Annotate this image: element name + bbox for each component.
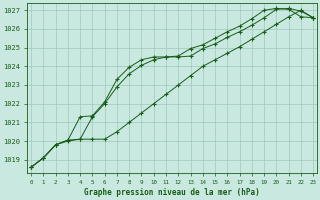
X-axis label: Graphe pression niveau de la mer (hPa): Graphe pression niveau de la mer (hPa) — [84, 188, 260, 197]
